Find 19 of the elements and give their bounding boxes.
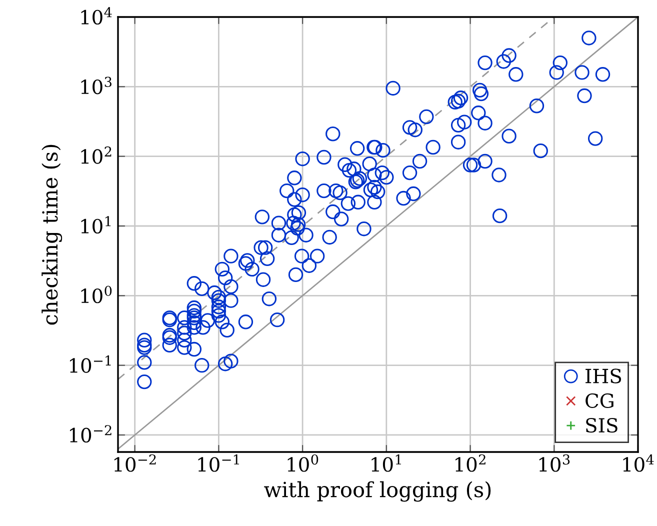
x-tick-label: 10$^{−1}$: [198, 454, 239, 472]
legend-label: SIS: [586, 418, 618, 433]
x-tick-label: 10$^{4}$: [623, 454, 654, 472]
x-tick-label: 10$^{−2}$: [114, 454, 156, 472]
y-tick-label: 10$^{1}$: [81, 216, 111, 234]
y-tick-label: 10$^{2}$: [81, 146, 112, 164]
x-tick-label: 10$^{2}$: [456, 454, 486, 472]
y-tick-label: 10$^{−1}$: [70, 355, 111, 373]
y-tick-label: 10$^{0}$: [81, 286, 112, 304]
y-tick-label: 10$^{−2}$: [70, 425, 112, 443]
legend-label: CG: [586, 393, 614, 408]
y-tick-label: 10$^{4}$: [81, 7, 112, 25]
y-axis-title: checking time (s): [42, 144, 62, 325]
x-tick-label: 10$^{1}$: [372, 454, 401, 472]
x-tick-label: 10$^{3}$: [539, 454, 570, 472]
x-axis-title: with proof logging (s): [264, 481, 491, 502]
legend-label: IHS: [586, 368, 622, 384]
x-tick-label: 10$^{0}$: [288, 454, 318, 472]
y-tick-label: 10$^{3}$: [81, 76, 112, 94]
